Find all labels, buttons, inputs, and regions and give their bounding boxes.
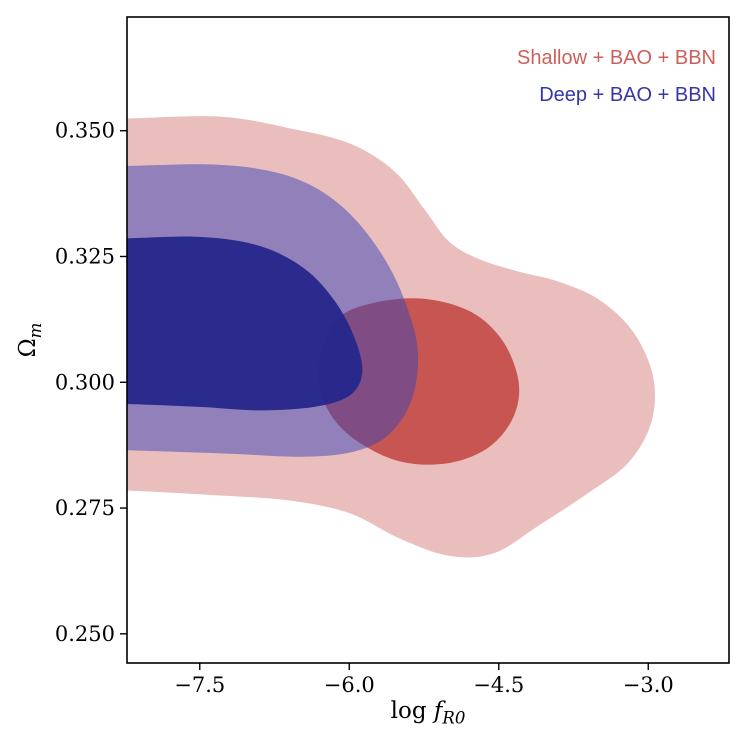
x-tick-label: −7.5 <box>174 673 225 697</box>
legend-entry-deep: Deep + BAO + BBN <box>517 77 716 114</box>
legend: Shallow + BAO + BBN Deep + BAO + BBN <box>517 40 716 114</box>
y-tick-label: 0.350 <box>55 119 115 143</box>
legend-entry-shallow: Shallow + BAO + BBN <box>517 40 716 77</box>
legend-label-shallow: Shallow + BAO + BBN <box>517 47 716 69</box>
ylabel-variable: Ω <box>15 338 42 358</box>
x-tick-label: −6.0 <box>324 673 375 697</box>
y-tick-label: 0.275 <box>55 496 115 520</box>
ylabel-subscript: m <box>25 322 45 339</box>
y-tick-label: 0.325 <box>55 244 115 268</box>
x-tick-label: −3.0 <box>623 673 674 697</box>
contour-layer <box>127 116 656 558</box>
y-tick-label: 0.300 <box>55 370 115 394</box>
legend-label-deep: Deep + BAO + BBN <box>539 84 716 106</box>
xlabel-subscript: R0 <box>442 708 466 728</box>
x-axis-label: log fR0 <box>127 698 729 728</box>
xlabel-prefix: log <box>390 698 434 724</box>
xlabel-variable: f <box>433 698 443 724</box>
axes-frame <box>126 16 730 664</box>
x-tick-label: −4.5 <box>473 673 524 697</box>
contour-deep-bao-bbn-68 <box>127 236 363 411</box>
y-tick-label: 0.250 <box>55 622 115 646</box>
y-axis-label: Ωm <box>15 323 45 358</box>
